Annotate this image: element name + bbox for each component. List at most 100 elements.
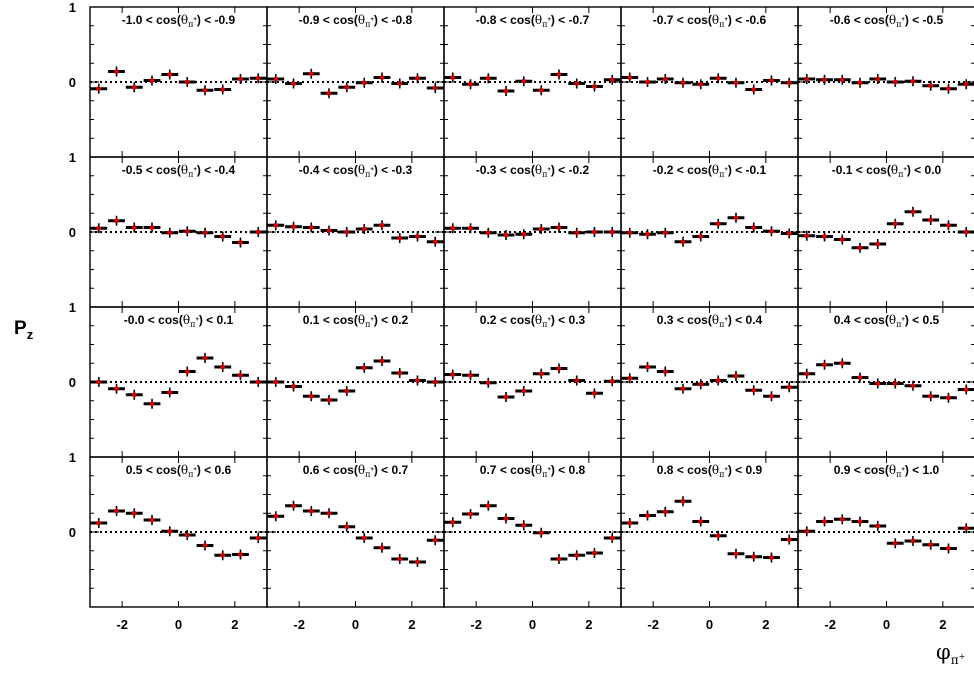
data-point-marker — [857, 519, 863, 524]
y-tick-label: 1 — [69, 300, 76, 315]
y-tick-label: 1 — [69, 150, 76, 165]
y-tick-label: 0 — [69, 375, 76, 390]
panel-label-plus: + — [370, 17, 374, 23]
panel-label-theta: θ — [535, 463, 542, 477]
data-point-marker — [769, 555, 774, 560]
data-point-marker — [609, 229, 615, 235]
data-point-marker — [450, 372, 456, 377]
data-point-marker — [556, 72, 562, 77]
x-axis-title-sub: π+ — [951, 652, 966, 667]
panel-label-theta: θ — [712, 463, 719, 477]
panel-label: -1.0 < cos(θπ+) < -0.9 — [122, 13, 236, 29]
data-point-marker — [857, 245, 863, 251]
data-point-marker — [521, 388, 527, 394]
data-point-marker — [450, 75, 456, 80]
panel-label-suffix: ) < 0.5 — [905, 313, 940, 327]
data-point-marker — [751, 225, 757, 230]
panel-label-suffix: ) < -0.2 — [551, 163, 590, 177]
x-tick-label: 0 — [706, 617, 713, 632]
data-point-marker — [344, 84, 350, 90]
panel-label-suffix: ) < 0.9 — [728, 463, 763, 477]
data-point-marker — [485, 230, 491, 236]
data-point-marker — [645, 513, 650, 518]
data-point-marker — [167, 390, 173, 395]
panel-label-prefix: -0.1 < cos( — [832, 163, 891, 177]
data-point-marker — [485, 75, 491, 81]
data-point-marker — [804, 233, 810, 239]
data-point-marker — [238, 552, 243, 557]
data-point-marker — [184, 228, 190, 234]
x-tick-label: -2 — [647, 617, 659, 632]
panel-label-plus: + — [547, 317, 551, 323]
panel-label-pi: π — [896, 20, 901, 29]
panel-label-theta: θ — [535, 13, 542, 27]
data-point-marker — [892, 540, 898, 546]
data-point-marker — [521, 78, 527, 84]
data-point-marker — [645, 79, 650, 85]
panel-label: 0.3 < cos(θπ+) < 0.4 — [657, 313, 763, 329]
panel-label-pi: π — [365, 170, 370, 179]
panel-label-prefix: -0.6 < cos( — [830, 13, 889, 27]
data-point-marker — [114, 69, 119, 74]
panel-label: -0.8 < cos(θπ+) < -0.7 — [476, 13, 590, 29]
panel-label-pi: π — [542, 20, 547, 29]
x-tick-label: 0 — [352, 617, 359, 632]
data-point-marker — [839, 360, 845, 366]
panel-label-pi: π — [542, 470, 547, 479]
panel-label-suffix: ) < 0.1 — [199, 313, 234, 327]
data-point-marker — [202, 543, 208, 548]
data-point-marker — [963, 81, 969, 87]
data-point-marker — [662, 76, 668, 82]
data-point-marker — [698, 81, 704, 87]
data-point-marker — [432, 379, 438, 385]
data-point-marker — [769, 393, 774, 399]
panel-label-plus: + — [195, 317, 199, 323]
data-point-marker — [538, 530, 544, 536]
panel-label-prefix: 0.5 < cos( — [126, 463, 181, 477]
data-point-marker — [149, 517, 155, 523]
data-point-marker — [839, 77, 845, 83]
panel-label-plus: + — [547, 467, 551, 473]
data-point-marker — [503, 232, 509, 238]
panel-label-prefix: 0.4 < cos( — [834, 313, 889, 327]
data-point-marker — [592, 550, 597, 556]
panel-label-pi: π — [365, 320, 370, 329]
data-point-marker — [291, 384, 296, 389]
data-point-marker — [255, 229, 261, 235]
data-point-marker — [167, 528, 173, 534]
panel-label: -0.0 < cos(θπ+) < 0.1 — [124, 313, 234, 329]
data-point-marker — [521, 231, 527, 237]
data-point-marker — [308, 225, 314, 230]
panel-label-prefix: 0.7 < cos( — [480, 463, 535, 477]
panel-label: 0.2 < cos(θπ+) < 0.3 — [480, 313, 586, 329]
data-point-marker — [131, 510, 137, 516]
panel-label-suffix: ) < -0.4 — [197, 163, 236, 177]
data-point-marker — [361, 80, 367, 86]
data-point-marker — [822, 234, 827, 239]
data-point-marker — [220, 87, 226, 92]
panel-label-plus: + — [193, 467, 197, 473]
data-point-marker — [698, 381, 704, 387]
data-point-marker — [556, 556, 562, 562]
panel-label-theta: θ — [181, 163, 188, 177]
data-point-marker — [574, 230, 580, 236]
data-point-marker — [344, 229, 350, 235]
panel-label-prefix: 0.9 < cos( — [834, 463, 889, 477]
x-tick-label: 0 — [175, 617, 182, 632]
data-point-marker — [946, 222, 951, 228]
panel-label-pi: π — [188, 170, 193, 179]
data-point-marker — [769, 228, 774, 234]
panel-label-pi: π — [190, 320, 195, 329]
panel-label: 0.5 < cos(θπ+) < 0.6 — [126, 463, 232, 479]
y-tick-label: 0 — [69, 525, 76, 540]
data-point-marker — [255, 379, 261, 385]
data-point-marker — [432, 239, 438, 245]
data-point-marker — [326, 90, 332, 96]
y-tick-label: 0 — [69, 75, 76, 90]
panel-label: 0.1 < cos(θπ+) < 0.2 — [303, 313, 409, 329]
data-point-marker — [875, 76, 881, 82]
data-point-marker — [627, 520, 633, 526]
x-tick-label: 2 — [585, 617, 592, 632]
panel-label-plus: + — [370, 467, 374, 473]
panel-label-theta: θ — [889, 463, 896, 477]
